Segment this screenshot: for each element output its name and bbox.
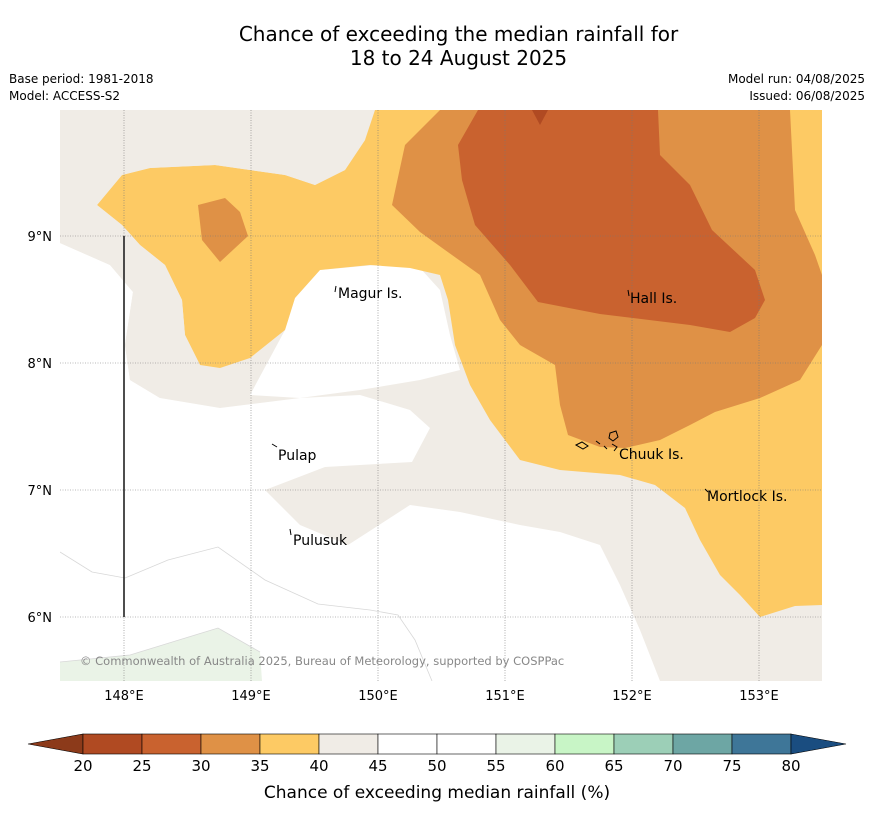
- legend-extend-low: [27, 733, 84, 755]
- legend-cell-60-65: [554, 733, 615, 755]
- contour-line-south: [60, 546, 433, 681]
- graticule: [60, 110, 822, 681]
- legend-cell-65-70: [613, 733, 674, 755]
- base-period: Base period: 1981-2018: [9, 72, 154, 86]
- model-run: Model run: 04/08/2025: [727, 72, 865, 86]
- legend-tick-25: 25: [132, 757, 151, 775]
- legend-tick-80: 80: [781, 757, 800, 775]
- legend-tick-70: 70: [663, 757, 682, 775]
- legend-tick-35: 35: [250, 757, 269, 775]
- place-label-hall: Hall Is.: [630, 291, 677, 307]
- legend-tick-50: 50: [427, 757, 446, 775]
- latitude-axis: 9°N 8°N 7°N 6°N: [28, 230, 53, 626]
- contour-line-southwest: [60, 627, 261, 663]
- color-legend: 20 25 30 35 40 45 50 55 60 65 70 75 80 Chance of exc…: [27, 733, 847, 803]
- title-line-1: Chance of exceeding the median rainfall …: [238, 22, 679, 46]
- legend-cell-50-55: [436, 733, 497, 755]
- lon-label-150e: 150°E: [358, 689, 398, 704]
- legend-cell-35-40: [259, 733, 320, 755]
- title-line-2: 18 to 24 August 2025: [349, 46, 568, 70]
- lon-label-149e: 149°E: [231, 689, 271, 704]
- lon-label-151e: 151°E: [485, 689, 525, 704]
- legend-tick-40: 40: [309, 757, 328, 775]
- lat-label-8n: 8°N: [28, 357, 53, 372]
- legend-cell-40-45: [318, 733, 379, 755]
- band-20-25-notch: [532, 110, 548, 125]
- lon-label-153e: 153°E: [739, 689, 779, 704]
- band-30-35-small-patch: [198, 198, 248, 262]
- chart-title: Chance of exceeding the median rainfall …: [0, 22, 873, 70]
- issued-date: Issued: 06/08/2025: [749, 89, 865, 103]
- lat-label-7n: 7°N: [28, 484, 53, 499]
- meta-right: Model run: 04/08/2025 Issued: 06/08/2025: [728, 71, 865, 105]
- legend-cell-30-35: [200, 733, 261, 755]
- legend-tick-60: 60: [545, 757, 564, 775]
- lat-label-6n: 6°N: [28, 611, 53, 626]
- place-label-mortlock: Mortlock Is.: [707, 489, 787, 505]
- place-label-chuuk: Chuuk Is.: [619, 447, 684, 463]
- legend-tick-65: 65: [604, 757, 623, 775]
- legend-cell-75-80: [731, 733, 792, 755]
- legend-tick-75: 75: [722, 757, 741, 775]
- legend-tick-55: 55: [486, 757, 505, 775]
- white-region-magur: [250, 265, 460, 398]
- legend-tick-20: 20: [73, 757, 92, 775]
- rainfall-map: Magur Is. Hall Is. Pulap Chuuk Is. Mortl…: [60, 110, 822, 681]
- legend-cell-25-30: [141, 733, 202, 755]
- legend-title: Chance of exceeding median rainfall (%): [264, 783, 610, 803]
- place-label-magur: Magur Is.: [338, 286, 403, 302]
- place-label-pulusuk: Pulusuk: [293, 533, 348, 549]
- legend-cell-45-50: [377, 733, 438, 755]
- band-55-60-southwest: [60, 628, 262, 681]
- legend-cells: [82, 733, 792, 755]
- copyright-text: © Commonwealth of Australia 2025, Bureau…: [80, 654, 564, 668]
- lat-label-9n: 9°N: [28, 230, 53, 245]
- legend-tick-labels: 20 25 30 35 40 45 50 55 60 65 70 75 80: [73, 757, 800, 775]
- legend-cell-70-75: [672, 733, 733, 755]
- band-40-45-northwest: [60, 110, 370, 398]
- place-label-pulap: Pulap: [278, 448, 317, 464]
- legend-cell-20-25: [82, 733, 143, 755]
- legend-tick-30: 30: [191, 757, 210, 775]
- lon-label-152e: 152°E: [612, 689, 652, 704]
- longitude-axis: 148°E 149°E 150°E 151°E 152°E 153°E: [104, 689, 779, 704]
- band-25-30: [458, 110, 765, 332]
- lon-label-148e: 148°E: [104, 689, 144, 704]
- legend-tick-45: 45: [368, 757, 387, 775]
- meta-left: Base period: 1981-2018 Model: ACCESS-S2: [9, 71, 154, 105]
- legend-cell-55-60: [495, 733, 556, 755]
- legend-extend-high: [790, 733, 847, 755]
- model-name: Model: ACCESS-S2: [9, 89, 121, 103]
- island-shapes: [271, 285, 709, 536]
